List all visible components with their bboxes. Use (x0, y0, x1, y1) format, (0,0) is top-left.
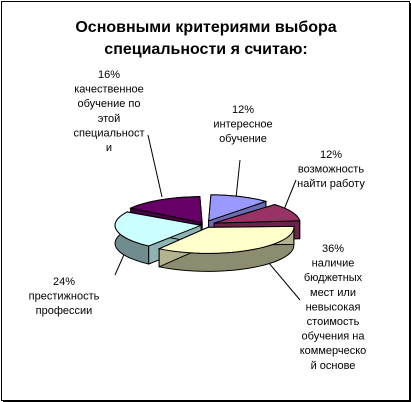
slice-label-2: 12% возможность найти работу (297, 149, 365, 190)
slice-label-line: коммерческо (300, 345, 367, 357)
slice-label-line: этой (98, 113, 121, 125)
slice-percent: 16% (98, 69, 120, 81)
chart-title-line-1: Основными критериями выбора (75, 19, 336, 36)
slice-label-line: стоимость (307, 316, 360, 328)
slice-label-3: 36% наличие бюджетных мест или невысокая стои… (300, 243, 367, 372)
leader-line-1 (235, 159, 241, 199)
slice-label-line: возможность (298, 164, 364, 176)
pie-slice-top (157, 225, 295, 254)
slice-label-line: интересное (213, 119, 272, 131)
slice-label-line: бюджетных (304, 272, 363, 284)
pie-slice-top (208, 194, 268, 222)
slice-percent: 36% (322, 243, 344, 255)
slice-label-line: обучение по (78, 98, 141, 110)
pie-slice-top (213, 204, 301, 224)
slice-label-line: и (106, 142, 112, 154)
pie-slice-top (114, 211, 203, 247)
slice-label-5: 16% качественное обучение по этой специально… (73, 69, 144, 154)
slice-label-line: профессии (36, 305, 93, 317)
slice-percent: 12% (232, 104, 254, 116)
slice-label-line: престижность (29, 291, 100, 303)
slice-label-line: невысокая (306, 301, 361, 313)
slice-label-line: наличие (312, 258, 355, 270)
leader-line-2 (282, 179, 297, 213)
slice-percent: 24% (53, 276, 75, 288)
pie-slice-3 (157, 225, 295, 272)
chart-title: Основными критериями выбора специальност… (75, 19, 336, 58)
chart-title-line-2: специальности я считаю: (104, 41, 307, 58)
leader-line-5 (147, 134, 163, 198)
slice-label-line: качественное (74, 84, 144, 96)
leader-lines (114, 134, 301, 301)
slice-label-4: 24% престижность профессии (29, 276, 100, 317)
slice-percent: 12% (320, 149, 342, 161)
pie-slice-top (129, 196, 203, 224)
slice-label-line: найти работу (297, 178, 365, 190)
slice-label-line: обучения на (302, 331, 366, 343)
slice-label-line: специальност (73, 127, 144, 139)
slice-label-line: й основе (311, 360, 356, 372)
slice-label-line: мест или (310, 287, 356, 299)
slice-label-line: обучение (219, 133, 267, 145)
slice-label-1: 12% интересное обучение (213, 104, 272, 145)
pie-slices (114, 194, 301, 272)
slice-labels: 12% интересное обучение 12% возможность найти… (29, 69, 367, 372)
